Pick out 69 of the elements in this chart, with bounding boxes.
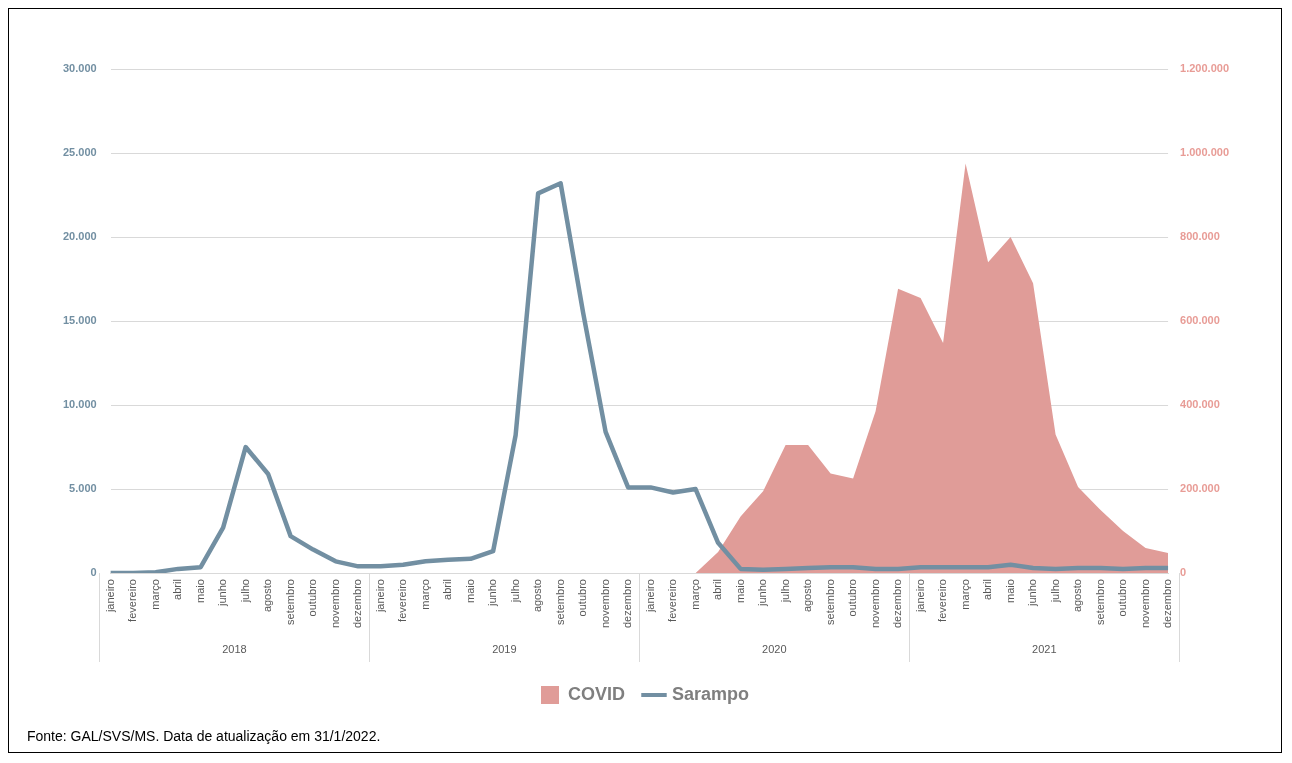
x-tick-label: novembro xyxy=(328,579,341,629)
x-tick-label: maio xyxy=(463,579,476,603)
x-tick-label: agosto xyxy=(801,579,814,613)
x-tick-label: junho xyxy=(216,579,229,608)
x-tick-label: janeiro xyxy=(103,579,116,614)
text: 2019 xyxy=(492,643,517,656)
y2-tick-label: 0 xyxy=(1180,566,1187,579)
x-tick-label: outubro xyxy=(846,579,859,617)
y-tick-label: 20.000 xyxy=(62,230,97,243)
x-tick-label: dezembro xyxy=(621,579,634,629)
x-tick-label: abril xyxy=(171,579,184,600)
legend-label: COVID xyxy=(567,683,625,704)
x-tick-label: novembro xyxy=(598,579,611,629)
x-tick-label: março xyxy=(418,579,431,610)
y-tick-label: 10.000 xyxy=(62,398,97,411)
x-tick-label: abril xyxy=(441,579,454,600)
x-tick-label: março xyxy=(148,579,161,610)
y-tick-label: 5.000 xyxy=(69,482,97,495)
y2-tick-label: 1.000.000 xyxy=(1180,146,1229,159)
x-tick-label: abril xyxy=(981,579,994,600)
x-tick-label: novembro xyxy=(1138,579,1151,629)
x-tick-label: dezembro xyxy=(1161,579,1174,629)
x-tick-label: julho xyxy=(1048,579,1061,604)
y2-tick-label: 200.000 xyxy=(1180,482,1220,495)
y-tick-label: 30.000 xyxy=(62,62,97,75)
x-tick-label: fevereiro xyxy=(396,579,409,622)
y-tick-label: 0 xyxy=(90,566,97,579)
y2-tick-label: 400.000 xyxy=(1180,398,1220,411)
text: 2021 xyxy=(1032,643,1057,656)
x-tick-label: junho xyxy=(1026,579,1039,608)
y2-tick-label: 800.000 xyxy=(1180,230,1220,243)
x-tick-label: junho xyxy=(486,579,499,608)
x-tick-label: janeiro xyxy=(913,579,926,614)
x-tick-label: agosto xyxy=(531,579,544,613)
x-tick-label: outubro xyxy=(1116,579,1129,617)
x-tick-label: fevereiro xyxy=(666,579,679,622)
x-tick-label: outubro xyxy=(306,579,319,617)
x-tick-label: agosto xyxy=(261,579,274,613)
text: 2020 xyxy=(762,643,787,656)
x-tick-label: dezembro xyxy=(891,579,904,629)
y-tick-label: 25.000 xyxy=(62,146,97,159)
x-tick-label: março xyxy=(958,579,971,610)
y2-tick-label: 600.000 xyxy=(1180,314,1220,327)
x-tick-label: julho xyxy=(508,579,521,604)
x-tick-label: setembro xyxy=(553,579,566,625)
x-tick-label: dezembro xyxy=(351,579,364,629)
x-tick-label: setembro xyxy=(823,579,836,625)
x-tick-label: junho xyxy=(756,579,769,608)
x-tick-label: setembro xyxy=(283,579,296,625)
x-tick-label: abril xyxy=(711,579,724,600)
x-tick-label: novembro xyxy=(868,579,881,629)
x-tick-label: julho xyxy=(238,579,251,604)
x-tick-label: julho xyxy=(778,579,791,604)
x-tick-label: fevereiro xyxy=(936,579,949,622)
source-note: Fonte: GAL/SVS/MS. Data de atualização em 31/1/2022. xyxy=(27,728,381,744)
y2-tick-label: 1.200.000 xyxy=(1180,62,1229,75)
legend-label: Sarampo xyxy=(671,683,750,704)
x-tick-label: maio xyxy=(733,579,746,603)
x-tick-label: maio xyxy=(193,579,206,603)
text: 2018 xyxy=(222,643,247,656)
x-tick-label: março xyxy=(688,579,701,610)
x-tick-label: outubro xyxy=(576,579,589,617)
y-tick-label: 15.000 xyxy=(62,314,97,327)
x-tick-label: fevereiro xyxy=(126,579,139,622)
x-tick-label: janeiro xyxy=(643,579,656,614)
x-tick-label: setembro xyxy=(1093,579,1106,625)
x-tick-label: janeiro xyxy=(373,579,386,614)
x-tick-label: agosto xyxy=(1071,579,1084,613)
x-tick-label: maio xyxy=(1003,579,1016,603)
